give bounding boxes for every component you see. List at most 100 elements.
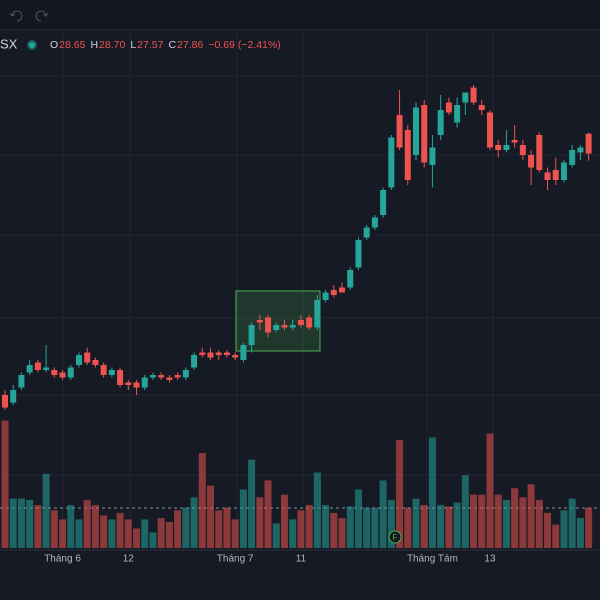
x-tick-label: 11 <box>296 554 307 565</box>
volume-bar <box>174 510 182 548</box>
volume-bar <box>9 498 17 548</box>
x-tick-label: Tháng Tám <box>407 554 458 565</box>
redo-icon[interactable] <box>35 10 49 22</box>
candle-body <box>388 137 395 188</box>
volume-bar <box>223 507 231 548</box>
candle-body <box>396 115 403 148</box>
x-tick-label: Tháng 6 <box>44 554 81 565</box>
candle-body <box>445 102 452 113</box>
candle-body <box>59 372 66 378</box>
volume-bar <box>239 489 247 548</box>
volume-bar <box>157 518 165 548</box>
candle-body <box>314 300 321 328</box>
volume-bar <box>272 523 280 548</box>
candle-body <box>519 145 526 155</box>
candle-body <box>380 190 387 215</box>
candle-body <box>232 355 239 358</box>
volume-bar <box>1 420 9 548</box>
candle-body <box>355 240 362 268</box>
candle-body <box>528 155 535 168</box>
volume-bar <box>256 497 264 548</box>
candle-body <box>174 375 181 378</box>
x-tick-label: Tháng 7 <box>217 554 254 565</box>
candle-body <box>265 317 272 333</box>
volume-bar <box>17 498 25 548</box>
volume-bar <box>248 459 256 548</box>
volume-bar <box>280 494 288 548</box>
volume-bar <box>470 494 478 548</box>
candle-body <box>75 355 82 365</box>
volume-bar <box>461 475 469 548</box>
candle-body <box>347 270 354 288</box>
candle-body <box>125 382 132 385</box>
candle-body <box>199 352 206 355</box>
candle-body <box>585 133 592 154</box>
candle-body <box>51 370 58 375</box>
candle-body <box>297 320 304 325</box>
ohlc-open: 28.65 <box>59 39 85 51</box>
volume-bar <box>371 507 379 548</box>
symbol: SX <box>0 36 18 51</box>
volume-bar <box>379 480 387 548</box>
volume-bar <box>289 519 297 548</box>
volume-bar <box>420 505 428 548</box>
volume-bar <box>124 519 132 548</box>
volume-bar <box>346 506 354 548</box>
volume-bar <box>190 497 198 548</box>
volume-bar <box>264 480 272 548</box>
volume-bar <box>502 499 510 548</box>
candle-body <box>536 135 543 170</box>
candle-body <box>429 147 436 165</box>
volume-bar <box>560 510 568 548</box>
volume-bar <box>26 499 34 548</box>
candle-body <box>149 375 156 378</box>
candle-body <box>166 377 173 380</box>
volume-bar <box>437 505 445 548</box>
candle-body <box>462 92 469 103</box>
candle-body <box>18 375 25 388</box>
volume-bar <box>207 485 214 548</box>
ohlc-close: 27.86 <box>177 39 203 51</box>
undo-icon[interactable] <box>9 10 23 22</box>
volume-bar <box>363 507 371 548</box>
candle-body <box>43 367 50 370</box>
candle-body <box>26 365 33 373</box>
volume-bar <box>478 494 486 548</box>
candle-body <box>240 345 247 360</box>
ohlc-change: −0.69 (−2.41%) <box>208 39 280 51</box>
volume-bar <box>141 519 149 548</box>
volume-bar <box>511 488 519 548</box>
candle-body <box>133 382 140 388</box>
candle-body <box>10 390 17 403</box>
x-tick-label: 13 <box>484 554 496 565</box>
candle-body <box>577 147 584 153</box>
candle-body <box>486 112 493 148</box>
candle-body <box>413 107 419 155</box>
volume-bar <box>576 518 584 548</box>
volume-bar <box>305 505 313 548</box>
volume-bar <box>215 510 223 548</box>
volume-bar <box>59 519 67 548</box>
candle-body <box>92 360 99 365</box>
volume-bar <box>297 510 305 548</box>
volume-bar <box>108 519 116 548</box>
ohlc-low: 27.57 <box>137 39 163 51</box>
candle-body <box>158 375 165 378</box>
candle-body <box>182 370 189 378</box>
candle-body <box>478 105 485 110</box>
ohlc-high: 28.70 <box>99 39 125 51</box>
ohlc-legend: O 28.65 H 28.70 L 27.57 C 27.86 −0.69 (−2.41%) <box>50 39 281 51</box>
candle-body <box>421 105 428 163</box>
volume-bar <box>412 498 420 548</box>
candle-body <box>248 325 255 345</box>
candle-body <box>322 292 329 300</box>
ohlc-low-label: L <box>130 39 136 51</box>
candle-body <box>84 352 91 363</box>
candle-body <box>404 130 411 180</box>
volume-bar <box>568 498 576 548</box>
candle-body <box>289 325 296 328</box>
volume-bar <box>396 440 404 548</box>
ohlc-open-label: O <box>50 39 58 51</box>
candle-body <box>437 110 444 135</box>
